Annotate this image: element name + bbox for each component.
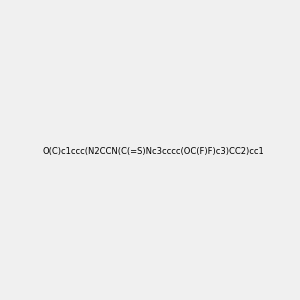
Text: O(C)c1ccc(N2CCN(C(=S)Nc3cccc(OC(F)F)c3)CC2)cc1: O(C)c1ccc(N2CCN(C(=S)Nc3cccc(OC(F)F)c3)C… bbox=[43, 147, 265, 156]
